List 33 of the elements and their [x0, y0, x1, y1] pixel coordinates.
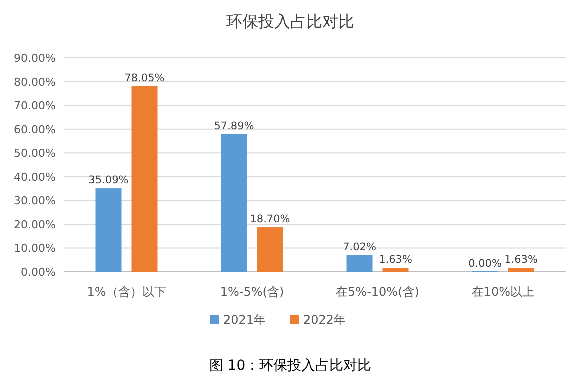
data-label: 1.63%	[379, 254, 412, 266]
legend-label: 2021年	[224, 313, 266, 327]
y-tick-label: 20.00%	[14, 218, 56, 232]
data-label: 35.09%	[88, 174, 129, 187]
data-label: 78.05%	[124, 72, 165, 84]
bar	[508, 268, 534, 272]
data-label: 1.63%	[504, 254, 538, 266]
y-tick-label: 60.00%	[14, 123, 56, 136]
y-tick-label: 40.00%	[14, 170, 56, 184]
bar	[132, 86, 158, 272]
bar	[96, 188, 122, 272]
y-tick-label: 0.00%	[21, 266, 56, 279]
x-tick-label: 1%-5%(含)	[220, 285, 284, 299]
legend-label: 2022年	[304, 313, 346, 327]
chart-title: 环保投入占比对比	[226, 12, 354, 31]
data-label: 57.89%	[214, 120, 254, 132]
y-tick-label: 90.00%	[14, 52, 56, 65]
data-label: 18.70%	[250, 214, 290, 226]
y-tick-label: 10.00%	[14, 242, 56, 256]
x-tick-label: 在5%-10%(含)	[336, 285, 420, 299]
bar	[257, 228, 284, 272]
x-tick-label: 在10%以上	[472, 285, 535, 299]
bar	[382, 268, 409, 272]
caption: 图 10：环保投入占比对比	[209, 358, 372, 374]
data-label: 7.02%	[343, 241, 376, 254]
bar	[221, 134, 248, 272]
y-tick-label: 70.00%	[14, 100, 56, 113]
data-label: 0.00%	[468, 258, 502, 270]
y-tick-label: 30.00%	[14, 194, 56, 208]
bar	[346, 255, 373, 272]
x-tick-label: 1%（含）以下	[87, 285, 166, 299]
y-tick-label: 80.00%	[14, 76, 56, 89]
y-tick-label: 50.00%	[14, 147, 56, 160]
